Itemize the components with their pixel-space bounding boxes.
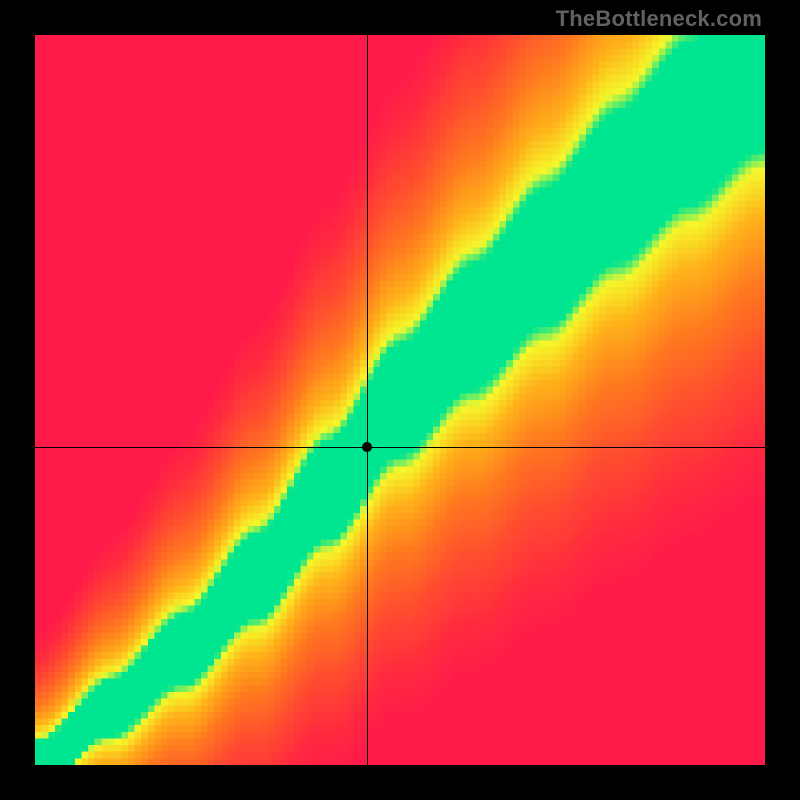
crosshair-vertical: [367, 35, 368, 765]
bottleneck-heatmap: [35, 35, 765, 765]
frame-right: [765, 0, 800, 800]
frame-left: [0, 0, 35, 800]
watermark-text: TheBottleneck.com: [556, 6, 762, 32]
frame-bottom: [0, 765, 800, 800]
crosshair-horizontal: [35, 447, 765, 448]
